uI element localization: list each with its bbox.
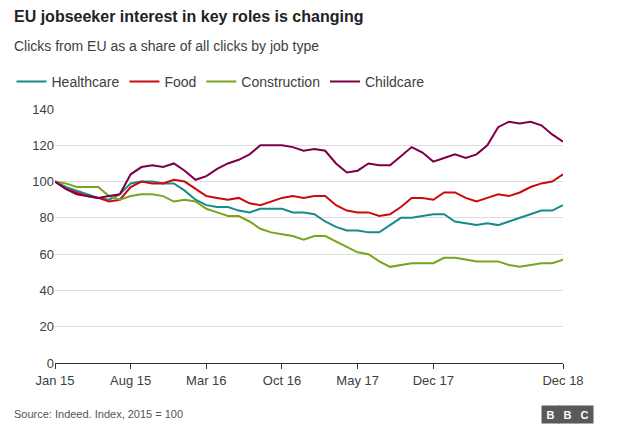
svg-text:Oct 16: Oct 16 [263,373,301,388]
svg-text:0: 0 [47,356,54,371]
svg-text:Dec 17: Dec 17 [413,373,454,388]
svg-text:B: B [547,409,555,421]
svg-text:Mar 16: Mar 16 [186,373,226,388]
svg-text:140: 140 [32,102,54,117]
svg-text:80: 80 [40,210,54,225]
svg-text:20: 20 [40,319,54,334]
svg-text:C: C [581,409,589,421]
svg-text:Aug 15: Aug 15 [110,373,151,388]
svg-text:60: 60 [40,247,54,262]
svg-text:EU jobseeker interest in key r: EU jobseeker interest in key roles is ch… [14,8,363,25]
svg-text:Healthcare: Healthcare [52,74,120,90]
svg-text:Childcare: Childcare [365,74,424,90]
svg-text:Source: Indeed. Index, 2015 =: Source: Indeed. Index, 2015 = 100 [14,408,183,420]
svg-text:120: 120 [32,138,54,153]
svg-text:40: 40 [40,283,54,298]
svg-text:Dec 18: Dec 18 [542,373,583,388]
svg-text:Construction: Construction [241,74,320,90]
svg-text:Jan 15: Jan 15 [35,373,74,388]
svg-text:May 17: May 17 [336,373,379,388]
svg-text:Clicks from EU as a share of a: Clicks from EU as a share of all clicks … [14,38,319,54]
svg-text:100: 100 [32,174,54,189]
svg-text:B: B [564,409,572,421]
svg-text:Food: Food [164,74,196,90]
